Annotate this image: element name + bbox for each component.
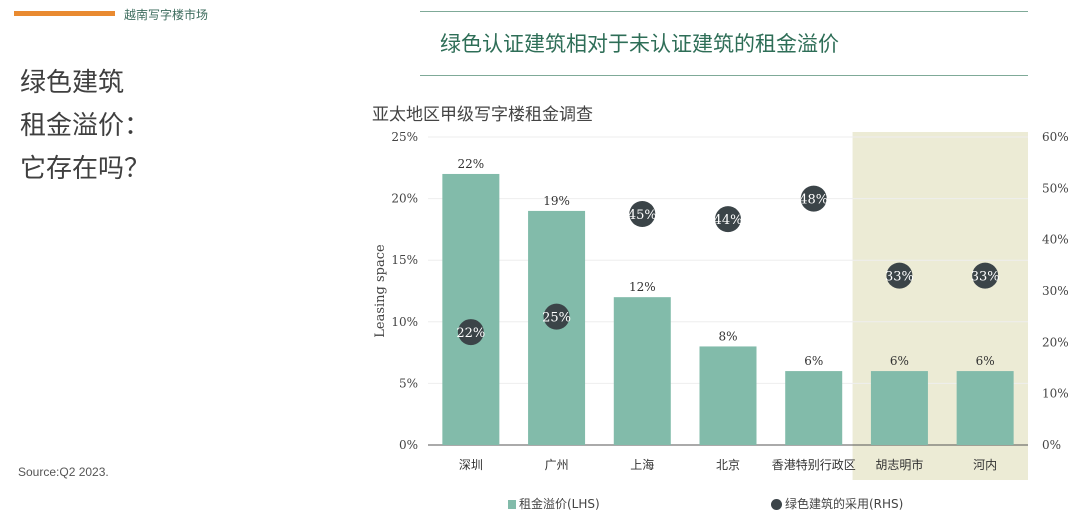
title-rule-top xyxy=(420,11,1028,12)
bar-value-label: 19% xyxy=(543,194,570,208)
y-tick-label: 10% xyxy=(391,315,418,329)
y2-tick-label: 10% xyxy=(1042,387,1069,401)
category-label: 上海 xyxy=(630,457,654,472)
y2-tick-label: 30% xyxy=(1042,284,1069,298)
category-label: 北京 xyxy=(716,458,740,472)
y2-tick-label: 60% xyxy=(1042,130,1069,144)
adoption-value-label: 44% xyxy=(714,213,743,228)
y2-tick-label: 40% xyxy=(1042,233,1069,247)
y2-tick-label: 20% xyxy=(1042,335,1069,349)
bar-value-label: 22% xyxy=(458,157,485,171)
bar-value-label: 6% xyxy=(890,354,909,368)
bar-value-label: 12% xyxy=(629,280,656,294)
bar-value-label: 6% xyxy=(976,354,995,368)
bar xyxy=(699,346,757,445)
category-label: 广州 xyxy=(545,458,569,472)
headline-line-3: 它存在吗？ xyxy=(20,154,151,184)
bar xyxy=(870,371,928,445)
y-axis-label: Leasing space xyxy=(373,244,388,338)
adoption-point xyxy=(800,185,827,212)
bar xyxy=(442,173,500,445)
headline-line-1: 绿色建筑 xyxy=(20,68,125,98)
legend-item-dots: 绿色建筑的采用(RHS) xyxy=(771,495,903,512)
category-label: 河内 xyxy=(973,458,997,472)
adoption-point xyxy=(629,201,656,227)
bar xyxy=(956,371,1014,445)
adoption-point xyxy=(457,319,484,346)
legend-dot-swatch xyxy=(771,499,782,510)
adoption-point xyxy=(543,303,570,330)
adoption-value-label: 33% xyxy=(885,270,914,285)
category-label: 香港特别行政区 xyxy=(772,457,856,472)
adoption-value-label: 25% xyxy=(542,311,571,326)
bar-value-label: 8% xyxy=(718,329,737,343)
legend-label-bars: 租金溢价(LHS) xyxy=(519,497,600,511)
bar-value-label: 6% xyxy=(804,354,823,368)
chart-subtitle: 亚太地区甲级写字楼租金调查 xyxy=(372,105,593,125)
y-tick-label: 20% xyxy=(391,192,418,206)
adoption-value-label: 45% xyxy=(628,208,657,223)
title-rule-bottom xyxy=(420,75,1028,76)
category-label: 胡志明市 xyxy=(875,457,923,472)
y2-tick-label: 50% xyxy=(1042,181,1069,195)
adoption-value-label: 33% xyxy=(971,270,1000,285)
chart-title: 绿色认证建筑相对于未认证建筑的租金溢价 xyxy=(440,32,839,56)
headline-line-2: 租金溢价： xyxy=(20,111,151,141)
chart: 0% 5% 10% 15% 20% 25% 0% 10% 20% 30% 40% 50% 60% Leas… xyxy=(373,130,1069,480)
legend-label-dots: 绿色建筑的采用(RHS) xyxy=(785,497,904,511)
y-tick-label: 0% xyxy=(399,438,418,452)
legend-bar-swatch xyxy=(508,500,516,509)
source-note: Source:Q2 2023. xyxy=(18,465,109,479)
adoption-point xyxy=(715,206,741,233)
y-tick-label: 15% xyxy=(391,253,418,267)
y2-tick-label: 0% xyxy=(1042,438,1061,452)
accent-bar xyxy=(14,11,115,16)
adoption-point xyxy=(886,262,913,289)
category-label: 深圳 xyxy=(459,458,483,472)
adoption-value-label: 48% xyxy=(799,193,828,208)
bar xyxy=(613,297,671,445)
section-label: 越南写字楼市场 xyxy=(124,8,209,22)
headline: 绿色建筑 租金溢价： 它存在吗？ xyxy=(20,62,150,191)
y-tick-label: 25% xyxy=(391,130,418,144)
y-tick-label: 5% xyxy=(399,376,418,390)
legend-item-bars: 租金溢价(LHS) xyxy=(508,495,600,512)
bar xyxy=(785,371,843,445)
adoption-value-label: 22% xyxy=(456,326,485,341)
adoption-point xyxy=(972,262,999,289)
